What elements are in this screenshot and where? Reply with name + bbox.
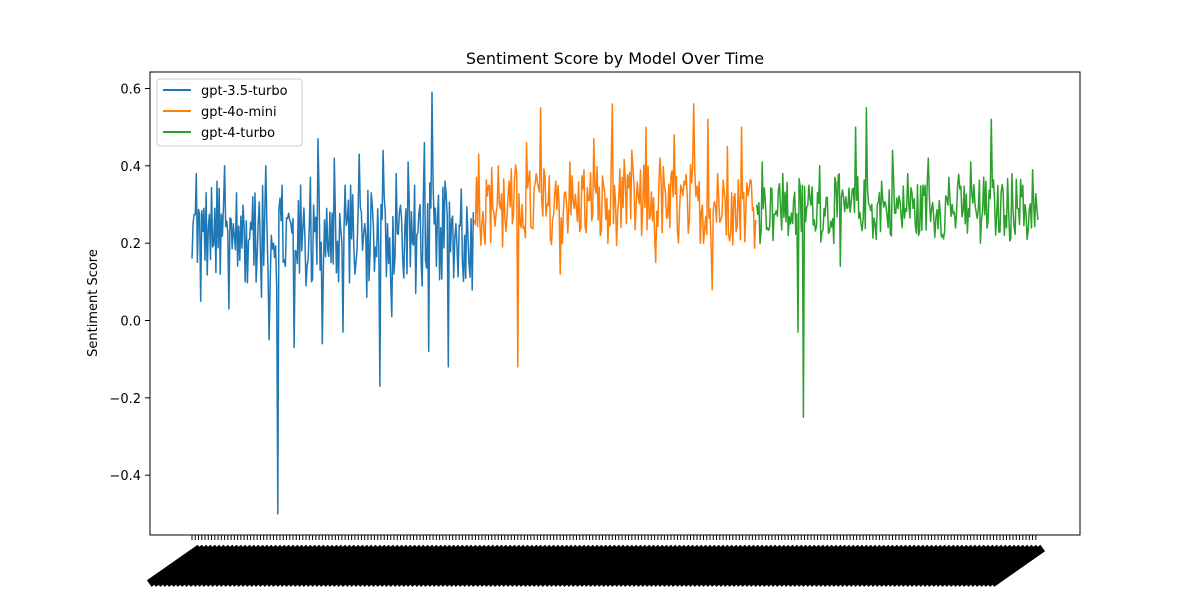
legend-frame [156, 78, 303, 147]
y-tick-label: 0.0 [120, 315, 141, 330]
legend-label: gpt-4o-mini [201, 105, 277, 120]
axes-frame [149, 71, 1081, 536]
legend: gpt-3.5-turbo gpt-4o-mini gpt-4-turbo [156, 78, 303, 147]
y-tick-label: 0.6 [120, 82, 141, 97]
x-tick-label [989, 544, 1046, 587]
x-axis [146, 535, 1046, 587]
legend-label: gpt-3.5-turbo [201, 84, 288, 99]
series-line-gpt-4o-mini [473, 103, 757, 368]
y-axis-label: Sentiment Score [86, 249, 101, 357]
y-tick-label: 0.4 [120, 160, 141, 175]
y-tick-label: −0.4 [109, 469, 141, 484]
series-line-gpt-3.5-turbo [191, 91, 475, 515]
series-line-gpt-4-turbo [755, 107, 1039, 418]
chart-title: Sentiment Score by Model Over Time [466, 49, 764, 68]
y-tick-label: −0.2 [109, 392, 141, 407]
series-layer [191, 91, 1039, 515]
y-tick-label: 0.2 [120, 237, 141, 252]
legend-label: gpt-4-turbo [201, 126, 275, 141]
y-axis: −0.4 −0.2 0.0 0.2 0.4 0.6 [109, 82, 150, 484]
